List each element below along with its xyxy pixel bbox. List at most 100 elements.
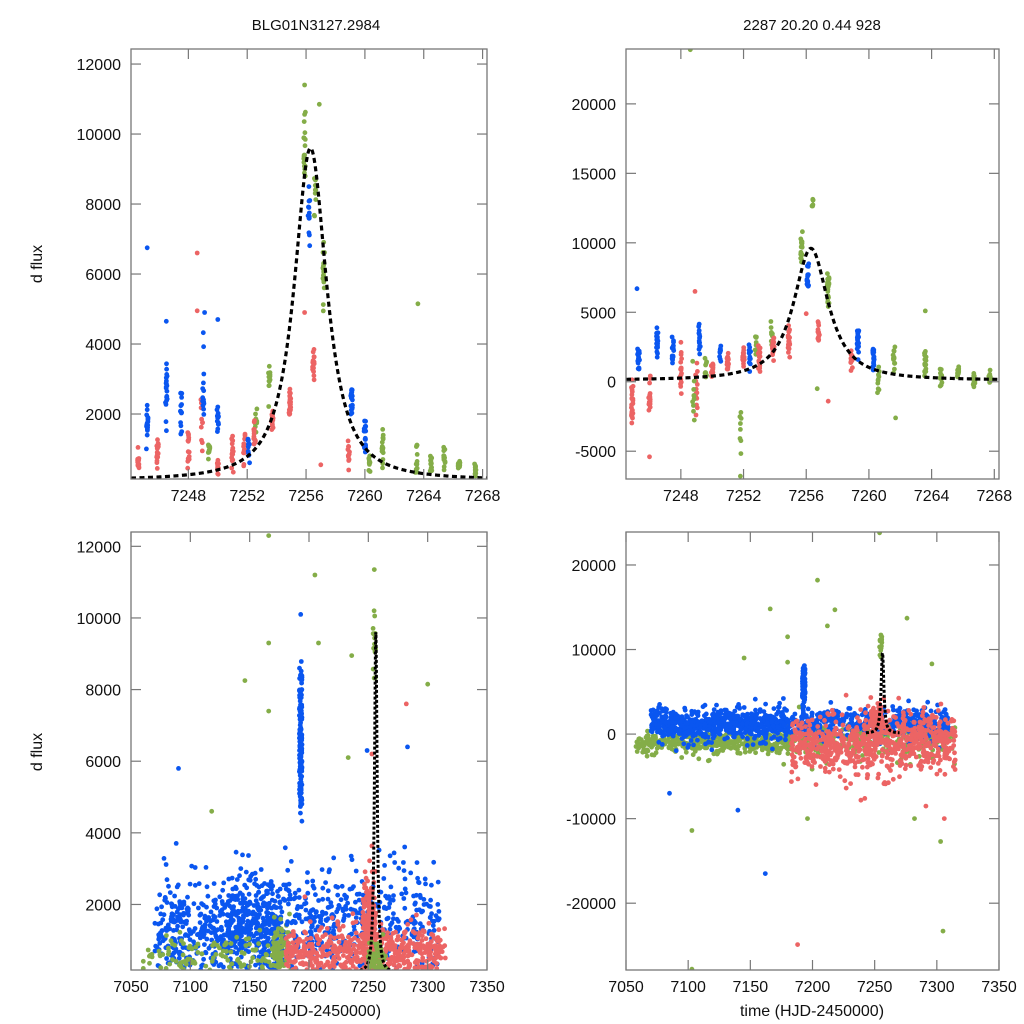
data-point-blue [650,726,656,732]
data-point-blue [748,714,754,720]
data-point-green [376,964,382,969]
data-point-blue [356,897,362,903]
data-point-red [333,944,338,950]
data-point-green [370,964,376,969]
data-point-red [346,934,351,940]
data-point-blue [684,729,690,735]
data-point-red [647,395,653,400]
data-point-green [799,239,805,244]
data-point-blue [240,905,246,911]
data-point-green [225,957,231,963]
data-point-red [421,929,427,935]
data-point-blue [164,393,170,399]
data-point-blue [635,346,640,352]
data-point-green [441,467,447,473]
data-point-blue [176,955,182,961]
data-point-green [644,747,650,753]
data-point-blue [226,876,232,882]
data-point-red [433,949,439,955]
data-point-blue [362,424,368,430]
data-point-blue [192,865,198,870]
data-point-red [393,966,399,970]
data-point-blue [299,818,305,824]
data-point-red [360,909,366,915]
data-point-blue [218,962,224,967]
data-point-blue [431,859,437,865]
data-point-green [163,966,169,970]
data-point-blue [144,432,150,438]
data-point-blue [654,354,660,360]
data-point-green [810,197,816,203]
data-point-red [419,933,425,939]
data-point-red [291,933,297,939]
data-point-blue [777,727,783,733]
data-point-green [301,152,307,158]
data-point-blue [323,880,328,885]
data-point-red [755,351,761,356]
data-point-blue [244,903,250,908]
data-point-blue [686,742,691,748]
data-point-blue [306,230,312,236]
data-point-blue [175,914,180,920]
data-point-green [147,960,152,966]
data-point-green [687,49,693,53]
title-left: BLG01N3127.2984 [252,17,380,34]
data-point-blue [305,213,311,219]
data-point-blue [702,721,708,727]
data-point-blue [270,919,276,924]
data-point-red [339,933,345,939]
data-point-red [300,939,306,945]
data-point-green [970,382,976,387]
data-point-blue [727,716,733,721]
data-point-red [694,360,700,366]
x-tick-label: 7350 [469,979,505,996]
data-point-blue [196,905,201,911]
data-point-red [315,941,321,947]
data-point-red [290,967,296,970]
data-point-red [365,900,371,905]
data-point-red [292,945,297,951]
data-point-blue [402,876,408,882]
data-point-blue [297,791,303,797]
data-point-green [145,947,151,953]
data-point-blue [761,715,767,721]
data-point-blue [668,728,673,734]
data-point-blue [235,897,241,902]
data-point-blue [238,866,244,871]
data-point-green [256,941,261,946]
data-point-green [663,738,669,743]
data-point-blue [401,868,407,873]
data-point-blue [419,909,424,915]
data-point-blue [240,901,245,906]
data-point-green [672,740,677,745]
data-point-blue [775,730,780,736]
data-point-blue [745,736,750,742]
data-point-blue [430,923,436,928]
data-point-red [391,956,397,962]
data-point-red [302,894,308,900]
data-point-blue [654,713,660,718]
data-point-blue [297,695,303,700]
data-point-blue [203,949,208,955]
data-point-red [287,933,293,938]
data-point-green [796,704,802,710]
data-point-blue [201,412,207,417]
data-point-green [778,747,783,753]
data-point-red [185,438,191,444]
data-point-green [374,947,380,952]
data-point-green [987,367,993,373]
data-point-red [230,433,236,439]
data-point-green [697,744,703,750]
data-point-blue [740,721,745,727]
data-point-red [343,944,348,950]
data-point-blue [681,741,687,747]
data-point-blue [163,896,168,901]
data-point-red [316,963,322,968]
data-point-red [647,376,653,381]
data-point-blue [292,890,298,896]
data-point-green [158,965,164,970]
data-point-green [875,386,881,392]
data-point-blue [298,659,304,664]
data-point-blue [416,879,421,885]
data-point-green [679,755,685,760]
